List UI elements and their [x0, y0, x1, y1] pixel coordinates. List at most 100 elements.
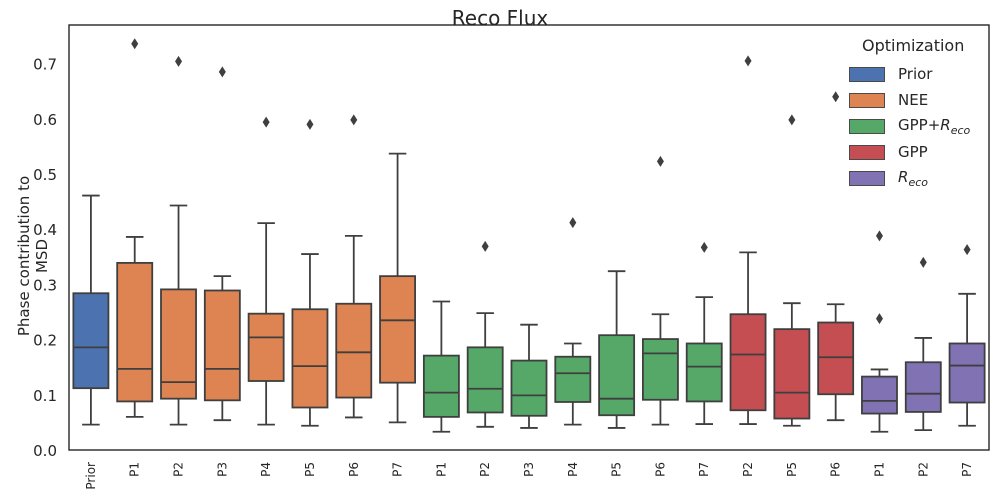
outlier-marker — [262, 116, 270, 128]
outlier-marker — [700, 241, 708, 253]
x-tick-label: P6 — [829, 462, 843, 477]
y-tick-label: 0.3 — [33, 276, 57, 294]
outlier-marker — [656, 155, 664, 167]
outlier-marker — [744, 55, 752, 67]
outlier-marker — [175, 55, 183, 67]
box-20 — [904, 256, 942, 432]
legend-item: Reco — [840, 165, 990, 191]
legend-swatch — [849, 118, 885, 134]
legend-label: Reco — [898, 167, 928, 189]
outlier-marker — [131, 38, 139, 50]
box-8 — [379, 152, 416, 424]
box-iqr — [642, 338, 679, 401]
x-tick-label: P1 — [872, 462, 886, 477]
legend-label: Prior — [898, 65, 933, 83]
legend-swatch — [849, 92, 885, 108]
x-tick-label: P7 — [391, 462, 405, 477]
box-iqr — [554, 355, 592, 403]
box-10 — [466, 240, 504, 428]
box-16 — [729, 55, 767, 425]
outlier-marker — [350, 114, 358, 126]
box-iqr — [773, 328, 811, 420]
y-tick-label: 0.1 — [33, 387, 57, 405]
box-3 — [160, 55, 197, 426]
box-4 — [203, 66, 241, 422]
box-9 — [422, 300, 460, 433]
y-tick-label: 0.7 — [33, 56, 57, 74]
box-iqr — [948, 342, 986, 404]
plot-frame — [68, 24, 990, 451]
outlier-marker — [919, 256, 927, 268]
y-tick-label: 0.6 — [33, 111, 57, 129]
box-12 — [554, 217, 592, 426]
legend-title: Optimization — [862, 36, 965, 55]
box-iqr — [335, 302, 373, 399]
box-iqr — [72, 292, 110, 390]
box-iqr — [685, 342, 723, 403]
legend-item: NEE — [840, 87, 990, 113]
legend-label: GPP — [898, 143, 928, 161]
box-series — [72, 38, 986, 433]
legend-label: GPP+Reco — [898, 115, 971, 137]
outlier-marker — [788, 114, 796, 126]
x-tick-label: P5 — [303, 462, 317, 477]
x-tick-label: P6 — [653, 462, 667, 477]
box-7 — [335, 114, 373, 419]
box-iqr — [203, 289, 241, 402]
box-21 — [948, 244, 986, 427]
box-iqr — [729, 313, 767, 412]
x-tick-label: P2 — [172, 462, 186, 477]
box-iqr — [904, 361, 942, 413]
box-iqr — [510, 359, 548, 417]
box-iqr — [247, 312, 285, 382]
box-14 — [642, 155, 679, 426]
x-tick-label: P3 — [215, 462, 229, 477]
box-19 — [861, 230, 898, 433]
outlier-marker — [963, 244, 971, 256]
legend-item: Prior — [840, 61, 990, 87]
y-tick-label: 0.5 — [33, 166, 57, 184]
box-iqr — [861, 375, 898, 415]
outlier-marker — [832, 91, 840, 103]
box-iqr — [291, 308, 329, 409]
box-11 — [510, 323, 548, 429]
y-tick-label: 0.0 — [33, 442, 57, 460]
x-tick-label: P4 — [566, 462, 580, 477]
box-18 — [817, 91, 855, 422]
box-5 — [247, 116, 285, 426]
x-tick-label: P1 — [434, 462, 448, 477]
box-iqr — [379, 275, 416, 384]
y-axis-label: Phase contribution to MSD — [15, 175, 51, 337]
legend-swatch — [849, 144, 885, 160]
chart-title: Reco Flux — [451, 6, 549, 30]
x-tick-label: P2 — [741, 462, 755, 477]
x-tick-label: P3 — [522, 462, 536, 477]
box-iqr — [598, 334, 636, 417]
x-tick-label: Prior — [84, 462, 98, 490]
box-iqr — [817, 321, 855, 396]
x-tick-label: P5 — [785, 462, 799, 477]
box-iqr — [422, 354, 460, 418]
x-tick-label: P7 — [960, 462, 974, 477]
outlier-marker — [218, 66, 226, 78]
box-2 — [116, 38, 154, 418]
legend: Optimization Prior NEE GPP+Reco GPP Reco — [840, 36, 990, 191]
outlier-marker — [875, 230, 883, 242]
box-17 — [773, 114, 811, 427]
x-tick-label: P2 — [478, 462, 492, 477]
x-tick-label: P6 — [347, 462, 361, 477]
x-tick-label: P5 — [610, 462, 624, 477]
box-1 — [72, 194, 110, 426]
x-tick-label: P7 — [697, 462, 711, 477]
y-axis-ticks: 0.0 0.1 0.2 0.3 0.4 0.5 0.6 0.7 — [33, 56, 57, 460]
legend-swatch — [849, 66, 885, 82]
legend-item: GPP — [840, 139, 990, 165]
x-tick-label: P2 — [916, 462, 930, 477]
outlier-marker — [306, 118, 314, 130]
legend-swatch — [849, 170, 885, 186]
box-iqr — [160, 288, 197, 400]
box-iqr — [466, 346, 504, 414]
y-tick-label: 0.2 — [33, 332, 57, 350]
box-6 — [291, 118, 329, 427]
